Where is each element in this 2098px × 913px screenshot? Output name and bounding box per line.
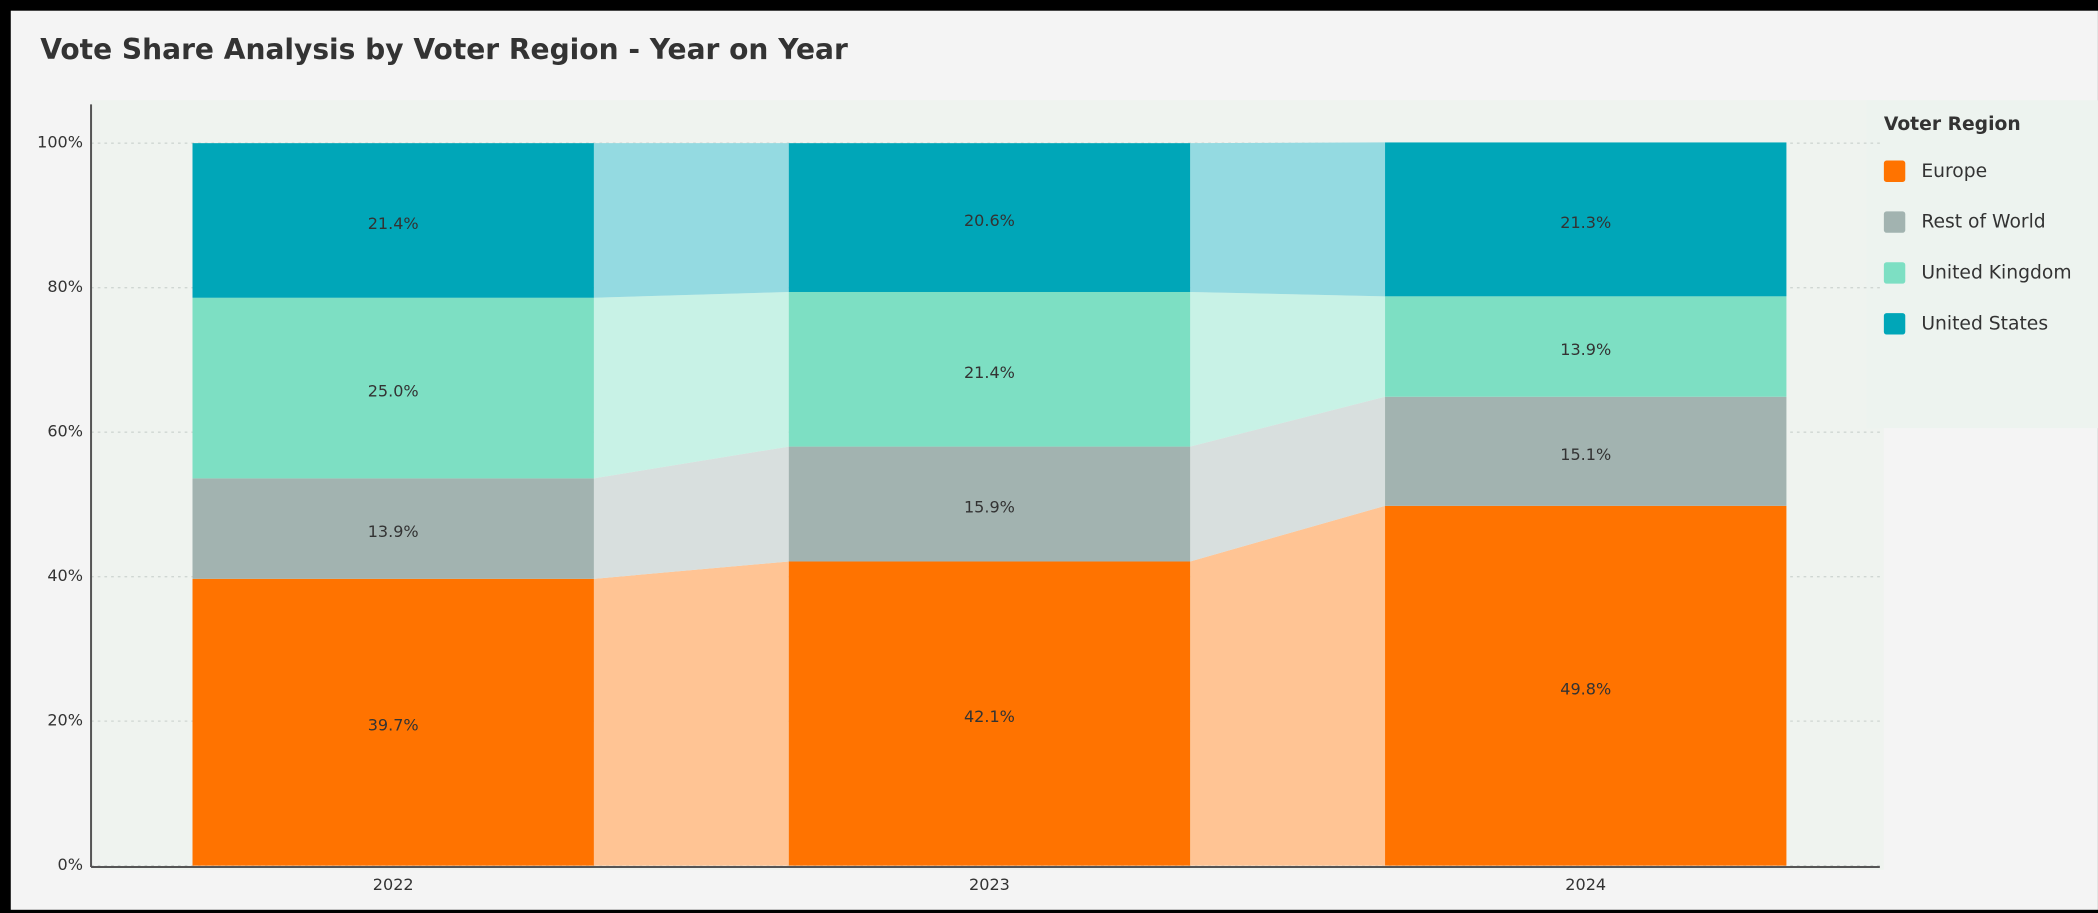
legend-label: United States — [1921, 313, 2048, 334]
ribbon — [1190, 396, 1386, 562]
bar-segment — [192, 143, 594, 298]
data-label: 21.4% — [368, 214, 419, 233]
bar-segment — [788, 446, 1191, 562]
data-label: 20.6% — [964, 211, 1015, 230]
chart-title: Vote Share Analysis by Voter Region - Ye… — [40, 33, 848, 66]
ribbon — [1190, 505, 1386, 866]
data-label: 25.0% — [368, 382, 419, 401]
x-tick-label: 2024 — [1565, 875, 1606, 894]
bar-segment — [1385, 142, 1787, 297]
ribbon — [593, 561, 789, 866]
y-tick-label: 20% — [47, 711, 83, 730]
legend-label: Rest of World — [1921, 212, 2045, 233]
data-label: 13.9% — [1560, 340, 1611, 359]
ribbon — [1190, 142, 1386, 297]
bar-segment — [788, 561, 1191, 866]
data-label: 15.9% — [964, 498, 1015, 517]
y-tick-label: 80% — [47, 277, 83, 296]
bar-segment — [192, 578, 594, 866]
legend-label: United Kingdom — [1921, 262, 2071, 283]
bar-segment — [1385, 505, 1787, 866]
bar-segment — [192, 297, 594, 479]
data-label: 39.7% — [368, 716, 419, 735]
ribbon — [593, 291, 789, 479]
ribbon — [593, 143, 789, 298]
y-tick-label: 0% — [58, 855, 83, 874]
legend-swatch — [1883, 211, 1906, 233]
data-label: 42.1% — [964, 707, 1015, 726]
data-label: 15.1% — [1560, 445, 1611, 464]
legend-label: Europe — [1921, 161, 1987, 182]
legend-swatch — [1883, 313, 1906, 335]
data-label: 21.4% — [964, 363, 1015, 382]
y-tick-label: 40% — [47, 566, 83, 585]
x-tick-label: 2022 — [373, 875, 414, 894]
legend-title: Voter Region — [1884, 114, 2021, 135]
data-label: 49.8% — [1560, 679, 1611, 698]
y-tick-label: 60% — [47, 422, 83, 441]
data-label: 21.3% — [1560, 213, 1611, 232]
legend-swatch — [1883, 160, 1906, 182]
data-label: 13.9% — [368, 522, 419, 541]
legend-swatch — [1883, 262, 1906, 284]
bar-segment — [192, 478, 594, 579]
bar-segment — [1385, 296, 1787, 397]
x-tick-label: 2023 — [969, 875, 1010, 894]
bar-segment — [1385, 396, 1787, 506]
ribbon — [593, 446, 789, 579]
bar-segment — [788, 143, 1191, 292]
ribbon — [1190, 291, 1386, 447]
bar-segment — [788, 291, 1191, 447]
y-tick-label: 100% — [37, 133, 83, 152]
